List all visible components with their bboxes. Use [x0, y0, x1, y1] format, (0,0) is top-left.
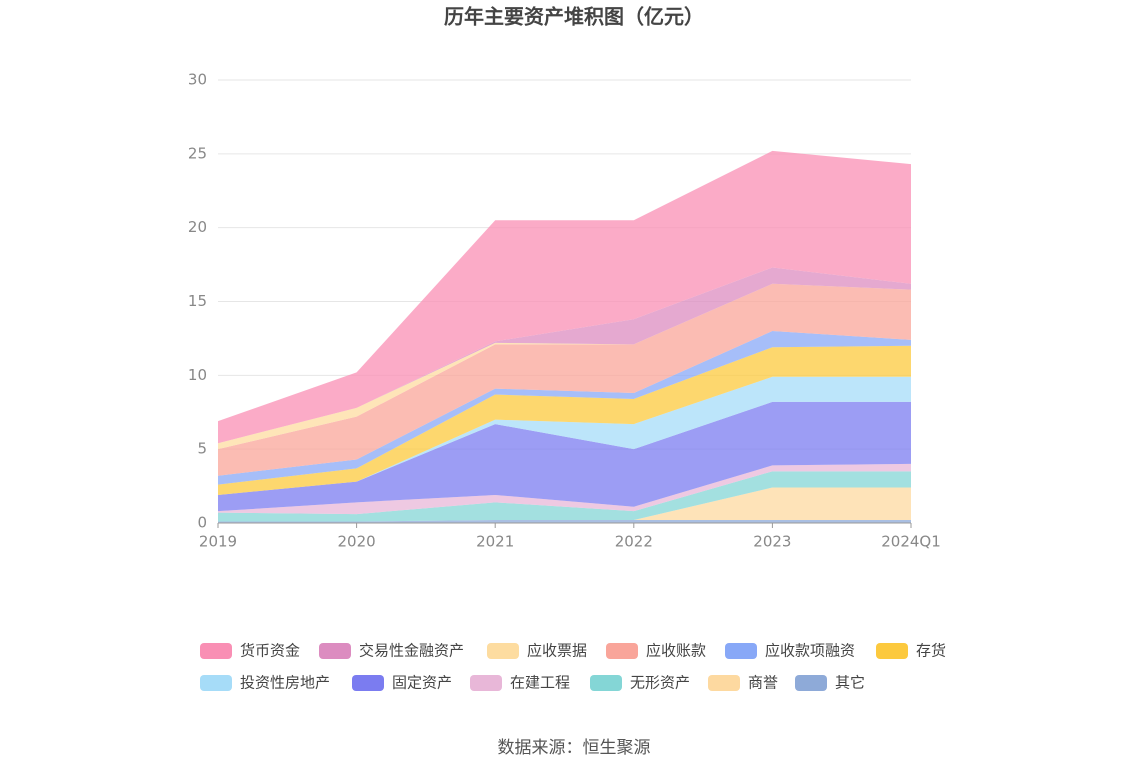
area [218, 401, 911, 512]
y-tick-label: 20 [188, 218, 207, 236]
x-tick-label: 2020 [338, 533, 376, 551]
area [218, 345, 911, 495]
legend-label: 应收款项融资 [765, 642, 855, 660]
x-tick-label: 2024Q1 [881, 533, 941, 551]
legend-swatch [590, 675, 622, 691]
y-tick-label: 5 [197, 440, 207, 458]
x-tick-label: 2022 [615, 533, 653, 551]
area [218, 331, 911, 485]
legend-swatch [470, 675, 502, 691]
legend-swatch [319, 643, 351, 659]
legend-swatch [725, 643, 757, 659]
x-tick-label: 2023 [753, 533, 791, 551]
legend-swatch [795, 675, 827, 691]
legend-label: 固定资产 [392, 674, 452, 692]
legend-label: 交易性金融资产 [359, 642, 464, 660]
legend-swatch [200, 675, 232, 691]
legend-label: 其它 [835, 674, 865, 692]
legend-label: 应收票据 [527, 642, 587, 660]
area [218, 267, 911, 444]
legend-swatch [606, 643, 638, 659]
legend-label: 在建工程 [510, 674, 570, 692]
area [218, 471, 911, 522]
legend-label: 投资性房地产 [240, 674, 330, 692]
legend-label: 应收账款 [646, 642, 706, 660]
legend-swatch [487, 643, 519, 659]
legend-label: 无形资产 [630, 674, 690, 692]
y-tick-label: 15 [188, 292, 207, 310]
x-tick-label: 2019 [199, 533, 237, 551]
legend-label: 货币资金 [240, 642, 300, 660]
y-tick-label: 30 [188, 71, 207, 89]
legend-swatch [876, 643, 908, 659]
x-tick-label: 2021 [476, 533, 514, 551]
y-tick-label: 10 [188, 366, 207, 384]
area [218, 283, 911, 450]
area [218, 150, 911, 444]
legend-swatch [708, 675, 740, 691]
area [218, 376, 911, 495]
legend-swatch [352, 675, 384, 691]
source: 数据来源：恒生聚源 [498, 738, 651, 758]
area [218, 487, 911, 522]
area [218, 520, 911, 523]
y-tick-label: 25 [188, 144, 207, 162]
y-tick-label: 0 [197, 514, 207, 532]
legend-label: 存货 [916, 642, 946, 660]
legend-label: 商誉 [748, 674, 778, 692]
area [218, 463, 911, 515]
chart-title: 历年主要资产堆积图（亿元） [444, 5, 704, 29]
legend-swatch [200, 643, 232, 659]
area [218, 283, 911, 476]
